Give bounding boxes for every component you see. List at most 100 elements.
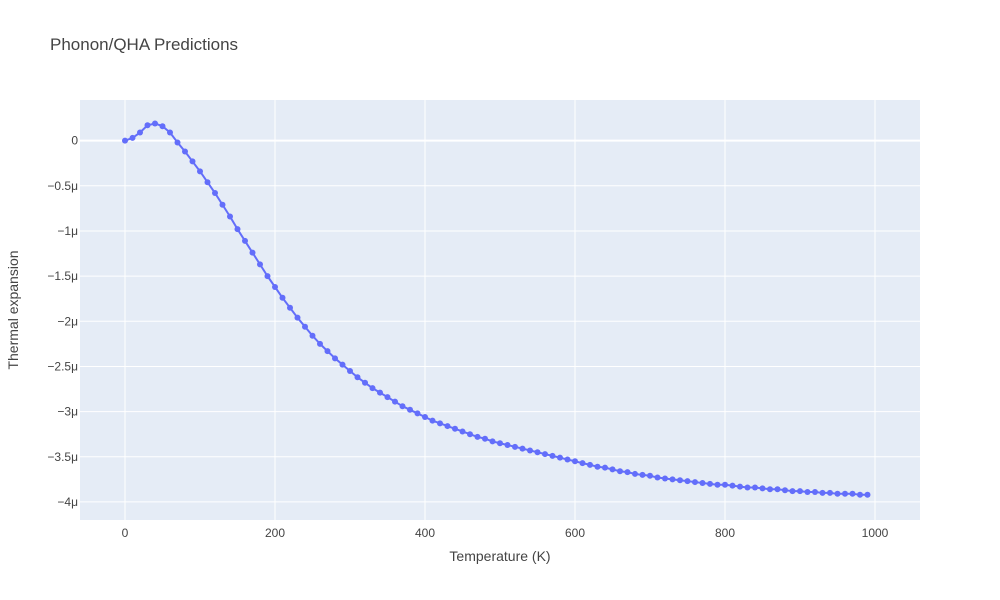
data-point[interactable] xyxy=(662,475,668,482)
data-point[interactable] xyxy=(144,122,151,129)
data-point[interactable] xyxy=(377,389,383,396)
data-point[interactable] xyxy=(137,129,143,136)
data-point[interactable] xyxy=(587,461,593,468)
data-point[interactable] xyxy=(444,423,451,430)
data-point[interactable] xyxy=(197,168,203,175)
data-point[interactable] xyxy=(512,443,518,450)
data-point[interactable] xyxy=(414,410,421,417)
data-point[interactable] xyxy=(639,471,646,478)
data-point[interactable] xyxy=(204,179,211,186)
data-point[interactable] xyxy=(647,472,653,479)
data-point[interactable] xyxy=(452,425,458,432)
data-point[interactable] xyxy=(489,438,496,445)
data-point[interactable] xyxy=(842,490,848,497)
data-point[interactable] xyxy=(264,273,271,280)
data-point[interactable] xyxy=(767,486,773,493)
data-point[interactable] xyxy=(129,134,136,141)
data-point[interactable] xyxy=(737,483,743,490)
data-point[interactable] xyxy=(699,479,706,486)
data-point[interactable] xyxy=(257,261,263,268)
data-point[interactable] xyxy=(212,190,218,197)
data-point[interactable] xyxy=(714,481,721,488)
data-point[interactable] xyxy=(572,458,578,465)
data-point[interactable] xyxy=(249,249,256,256)
data-point[interactable] xyxy=(812,489,818,495)
data-point[interactable] xyxy=(707,480,713,487)
data-point[interactable] xyxy=(369,385,376,392)
data-point[interactable] xyxy=(302,323,308,330)
data-point[interactable] xyxy=(542,451,548,458)
data-point[interactable] xyxy=(729,482,736,489)
data-point[interactable] xyxy=(527,447,533,454)
data-point[interactable] xyxy=(392,398,398,405)
data-point[interactable] xyxy=(219,201,226,208)
data-point[interactable] xyxy=(437,420,443,427)
data-point[interactable] xyxy=(339,361,346,368)
data-point[interactable] xyxy=(362,379,368,386)
data-point[interactable] xyxy=(752,484,758,491)
data-point[interactable] xyxy=(482,435,488,442)
data-point[interactable] xyxy=(122,137,128,144)
data-point[interactable] xyxy=(347,367,353,374)
data-point[interactable] xyxy=(549,452,556,459)
data-point[interactable] xyxy=(189,158,196,165)
data-point[interactable] xyxy=(849,490,856,497)
data-point[interactable] xyxy=(609,466,616,473)
data-point[interactable] xyxy=(167,129,173,136)
data-point[interactable] xyxy=(677,477,683,484)
data-point[interactable] xyxy=(317,340,323,347)
data-point[interactable] xyxy=(272,283,278,290)
data-point[interactable] xyxy=(519,445,526,452)
data-point[interactable] xyxy=(324,348,331,355)
data-point[interactable] xyxy=(722,481,728,488)
data-point[interactable] xyxy=(354,374,361,381)
data-point[interactable] xyxy=(384,394,391,401)
data-point[interactable] xyxy=(744,484,751,491)
data-point[interactable] xyxy=(422,414,428,421)
data-point[interactable] xyxy=(857,491,863,498)
data-point[interactable] xyxy=(287,304,293,311)
data-point[interactable] xyxy=(279,294,286,301)
data-point[interactable] xyxy=(579,460,586,467)
data-point[interactable] xyxy=(497,440,503,447)
data-point[interactable] xyxy=(782,487,788,494)
data-point[interactable] xyxy=(834,490,841,497)
data-point[interactable] xyxy=(602,464,608,471)
data-point[interactable] xyxy=(864,491,871,498)
data-point[interactable] xyxy=(564,456,571,463)
data-point[interactable] xyxy=(789,488,796,495)
data-point[interactable] xyxy=(827,489,833,496)
data-point[interactable] xyxy=(459,428,466,435)
data-point[interactable] xyxy=(684,478,691,485)
data-point[interactable] xyxy=(234,226,241,233)
data-point[interactable] xyxy=(804,489,811,495)
data-point[interactable] xyxy=(467,431,473,438)
data-point[interactable] xyxy=(174,139,181,146)
data-point[interactable] xyxy=(669,476,676,483)
data-point[interactable] xyxy=(332,355,338,362)
data-point[interactable] xyxy=(152,120,158,127)
data-point[interactable] xyxy=(819,489,826,496)
data-point[interactable] xyxy=(759,485,766,492)
data-point[interactable] xyxy=(774,486,781,493)
data-point[interactable] xyxy=(227,213,233,220)
data-point[interactable] xyxy=(594,463,601,470)
data-point[interactable] xyxy=(182,148,188,155)
data-point[interactable] xyxy=(309,332,316,339)
data-point[interactable] xyxy=(617,468,623,475)
data-point[interactable] xyxy=(474,433,481,440)
data-point[interactable] xyxy=(654,474,661,481)
data-point[interactable] xyxy=(534,449,541,456)
data-point[interactable] xyxy=(399,403,406,410)
data-point[interactable] xyxy=(504,442,511,449)
data-point[interactable] xyxy=(294,314,301,321)
data-point[interactable] xyxy=(624,469,631,476)
data-point[interactable] xyxy=(692,479,698,486)
data-point[interactable] xyxy=(632,470,638,477)
data-point[interactable] xyxy=(242,237,248,244)
data-point[interactable] xyxy=(429,417,436,424)
data-point[interactable] xyxy=(159,123,166,130)
data-point[interactable] xyxy=(797,488,803,495)
data-point[interactable] xyxy=(557,454,563,461)
data-point[interactable] xyxy=(407,406,413,413)
